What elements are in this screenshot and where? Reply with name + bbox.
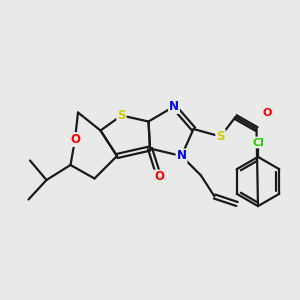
- Text: O: O: [154, 170, 164, 184]
- Text: N: N: [169, 100, 179, 113]
- Text: N: N: [176, 149, 187, 163]
- Text: S: S: [117, 109, 126, 122]
- Text: Cl: Cl: [252, 137, 264, 148]
- Text: O: O: [70, 133, 80, 146]
- Text: O: O: [262, 107, 272, 118]
- Text: S: S: [216, 130, 225, 143]
